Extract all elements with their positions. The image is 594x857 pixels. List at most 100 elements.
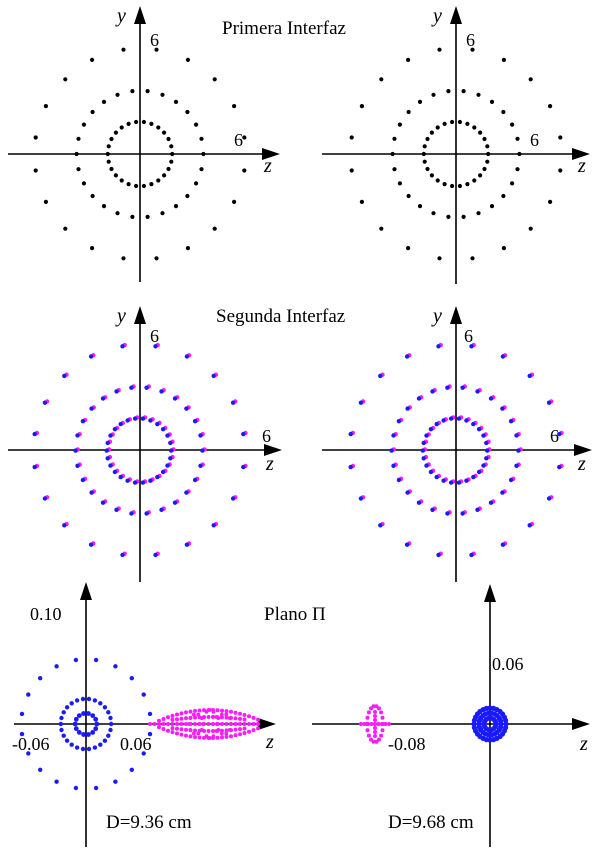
y-tick-6: 6 [150,326,159,346]
spot-blue [148,418,153,423]
spot-magenta [184,733,188,738]
spot [472,178,477,183]
spot-blue [94,721,100,727]
spot [173,204,179,209]
spot [558,168,563,173]
y-axis-arrowhead [450,306,462,324]
spot-blue [92,745,98,750]
spot-magenta [170,730,175,735]
spot-magenta [233,716,238,721]
spot-blue [241,464,246,470]
spot-magenta [224,712,229,717]
spot-blue [160,427,166,432]
spot [242,135,247,140]
spot [548,104,553,109]
spot-blue [469,552,474,558]
spot [232,199,237,204]
spot-magenta [211,710,216,714]
z-axis-arrowhead [258,718,276,730]
spot [461,214,466,219]
z-tick-0-06: 0.06 [120,734,152,754]
spot-blue [498,718,504,724]
y-axis-arrowhead [450,6,462,24]
spot-blue [80,746,86,752]
spot-blue [424,463,429,468]
spot-magenta [220,735,224,740]
spot-blue [105,456,110,461]
spot-magenta [184,722,188,726]
spot-blue [198,463,203,468]
spot-magenta [188,734,193,739]
spot [478,173,483,178]
spot-blue [168,440,173,446]
spot [81,181,86,186]
spot-magenta [206,722,211,726]
spot-blue [54,664,59,669]
spot [156,125,161,130]
spot-magenta [227,728,232,732]
spot-magenta [170,717,175,722]
caption-d-right: D=9.68 cm [388,812,474,833]
spot [509,122,515,127]
spot-blue [469,344,474,349]
spot-magenta [220,708,224,713]
spot-blue [61,733,66,738]
spot-blue [389,448,394,453]
spot [185,57,190,63]
spot-diagram [349,47,563,261]
spot-magenta [233,710,238,715]
spot-magenta [238,727,242,732]
spot [435,125,440,130]
spot [109,166,114,172]
spot-magenta [148,722,152,726]
spot-blue [147,711,153,717]
spot-blue [172,396,178,401]
spot-magenta [224,728,229,733]
spot-blue [58,721,63,727]
spot-magenta [242,726,247,731]
spot-blue [114,507,119,512]
spot-magenta [188,716,193,720]
spot-magenta [238,711,242,716]
spot-blue [80,477,86,483]
spot-blue [508,419,514,424]
spot-magenta [247,714,251,719]
spot-blue [120,344,125,349]
spot-blue [62,523,67,528]
spot-blue [428,427,434,432]
spot-diagram-magenta [148,708,260,740]
spot-magenta [193,708,197,713]
spot-blue [59,715,64,721]
spot [126,121,131,126]
spot-blue [416,396,422,401]
spot [406,193,411,199]
spot-magenta [369,737,373,742]
spot-blue [81,732,86,737]
panel-primera-right: y z 6 6 [322,5,590,284]
spot-blue [104,448,110,453]
spot [76,167,81,172]
spot-magenta [224,731,229,736]
spot-magenta [184,710,188,715]
spot-blue [184,354,190,359]
y-tick-6: 6 [466,30,475,50]
spot-magenta [251,722,256,726]
z-tick-6: 6 [234,130,243,150]
spot-blue [76,730,82,735]
spot-blue [80,419,86,424]
spot-magenta [166,728,170,733]
spot [457,183,462,189]
spot-blue [64,705,70,710]
spot [429,173,434,178]
spot-magenta [369,722,374,726]
spot-blue [241,431,246,437]
spot-blue [503,717,509,724]
y-axis-label: y [431,5,442,27]
spot [169,144,174,149]
spot [134,119,139,125]
spot-blue [192,477,198,483]
z-axis-arrowhead [262,148,280,160]
spot-blue [211,523,216,528]
spot-blue [378,373,383,379]
spot-blue [118,421,123,427]
